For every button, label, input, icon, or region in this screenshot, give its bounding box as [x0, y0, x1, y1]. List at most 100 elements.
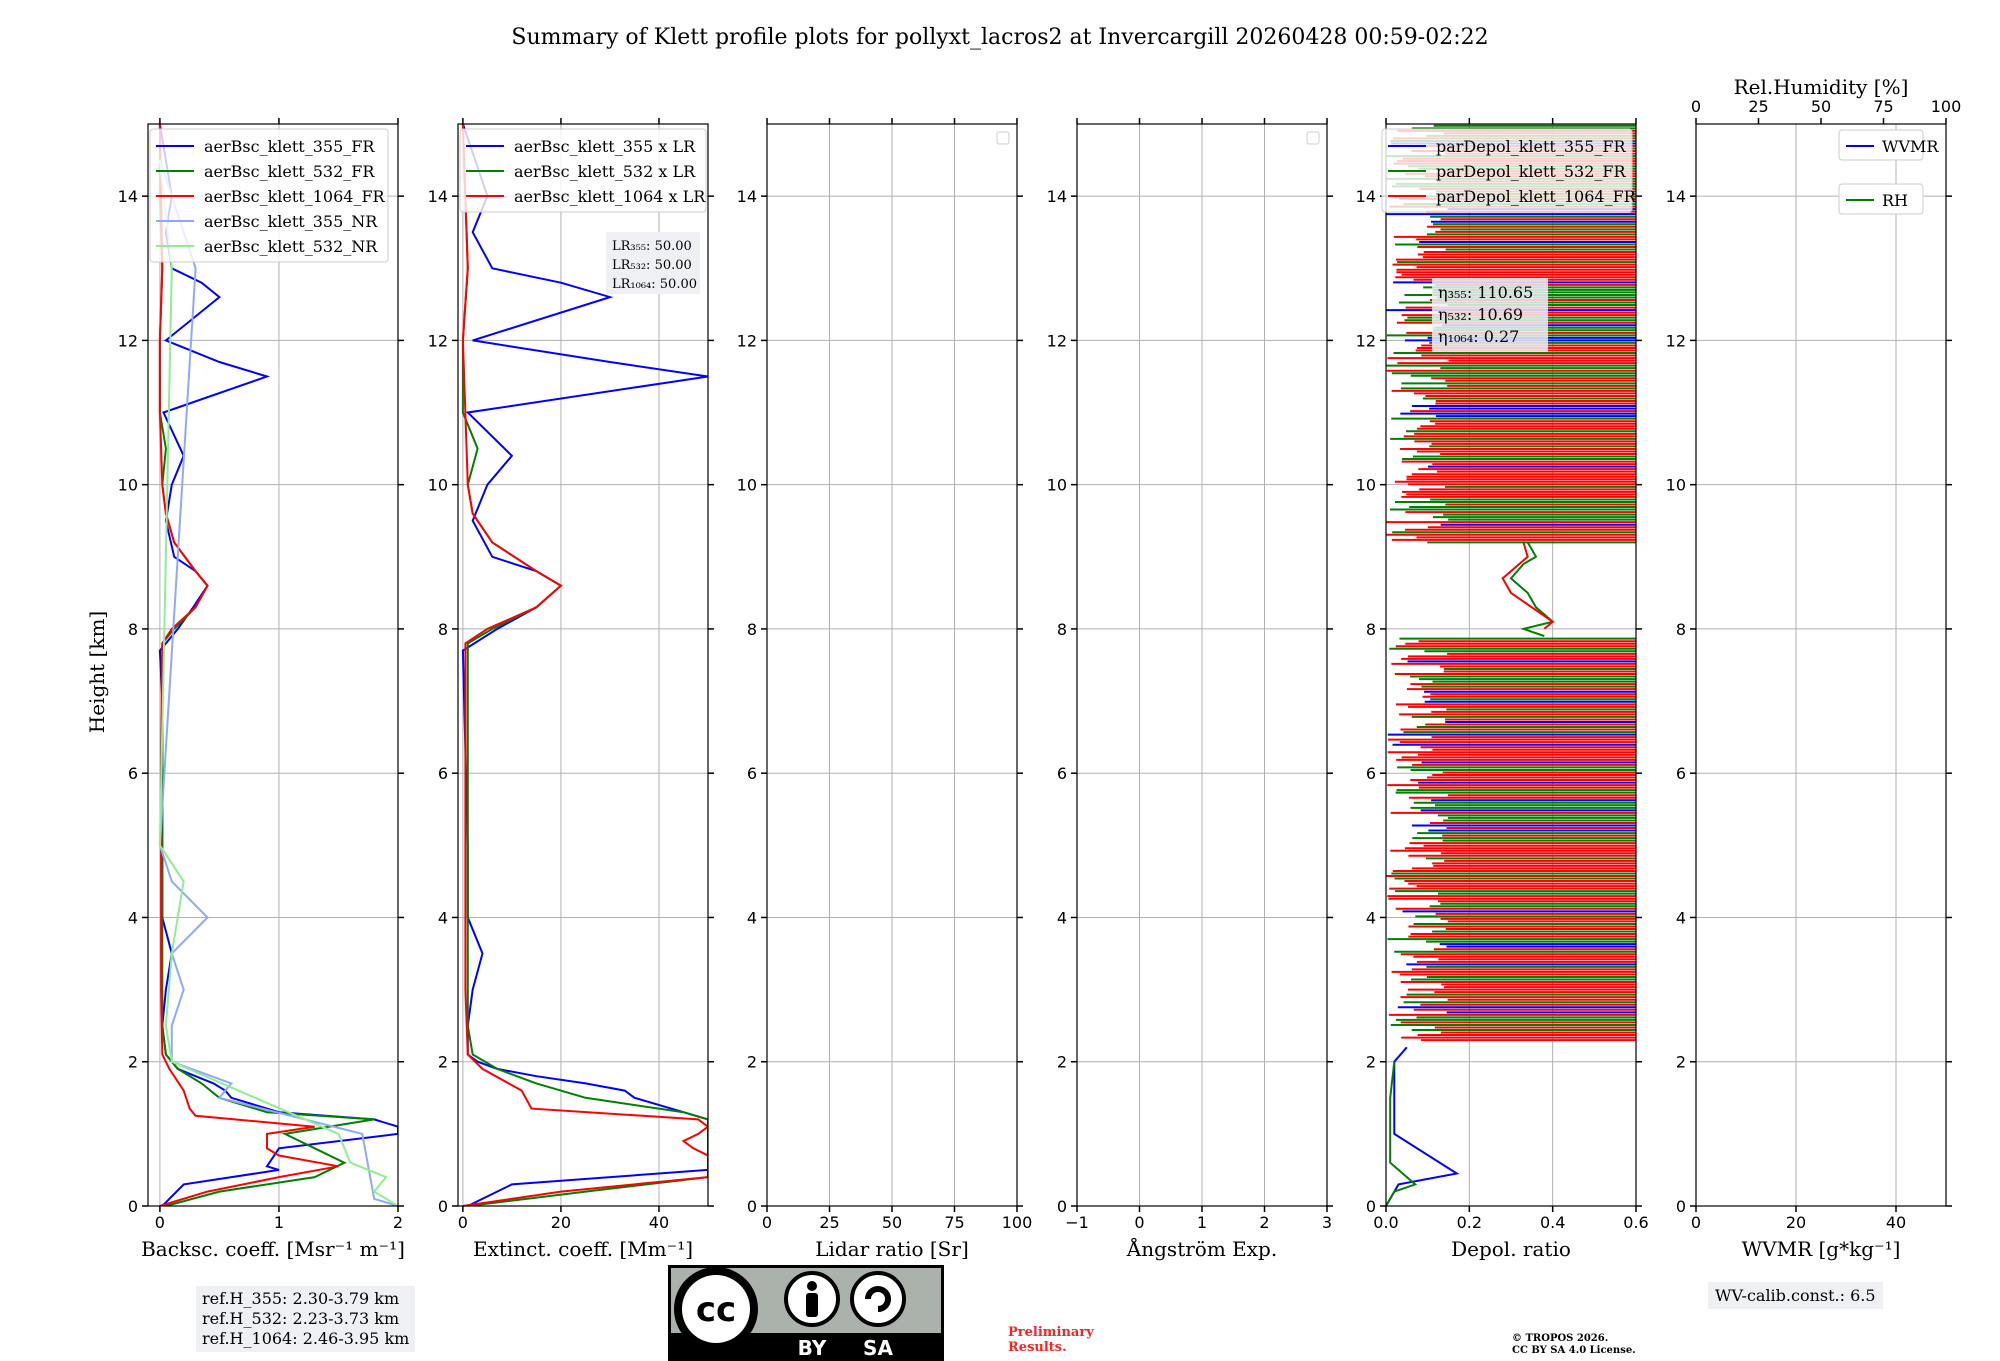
- y-tick-label: 12: [1666, 331, 1686, 350]
- x-tick-label: 1: [1197, 1213, 1207, 1232]
- panel-background: [1696, 124, 1946, 1206]
- y-tick-label: 12: [1047, 331, 1067, 350]
- y-tick-label: 6: [128, 764, 138, 783]
- copyright-line-1: © TROPOS 2026.: [1512, 1333, 1609, 1344]
- y-tick-label: 6: [438, 764, 448, 783]
- cc-text: cc: [696, 1290, 736, 1330]
- y-tick-label: 4: [128, 908, 138, 927]
- x-axis-label-dep: Depol. ratio: [1451, 1237, 1571, 1261]
- legend-label: WVMR: [1882, 137, 1939, 156]
- y-tick-label: 2: [128, 1053, 138, 1072]
- panel-frame: [147, 123, 399, 1207]
- panel-frame: [457, 123, 709, 1207]
- y-tick-label: 4: [438, 908, 448, 927]
- ref-height-1064: ref.H_1064: 2.46-3.95 km: [202, 1329, 410, 1348]
- top-tick-label: 100: [1931, 97, 1962, 116]
- x-tick-label: 40: [649, 1213, 669, 1232]
- x-axis-label-lr: Lidar ratio [Sr]: [815, 1237, 969, 1261]
- figure-title: Summary of Klett profile plots for polly…: [511, 25, 1488, 50]
- top-tick-label: 75: [1873, 97, 1893, 116]
- x-tick-label: 0.2: [1457, 1213, 1482, 1232]
- y-tick-label: 8: [438, 620, 448, 639]
- y-tick-label: 2: [438, 1053, 448, 1072]
- y-tick-label: 10: [1666, 476, 1686, 495]
- y-tick-label: 8: [128, 620, 138, 639]
- x-axis-label-ae: Ångström Exp.: [1126, 1236, 1277, 1261]
- y-tick-label: 8: [747, 620, 757, 639]
- y-tick-label: 0: [1057, 1197, 1067, 1216]
- x-tick-label: 20: [551, 1213, 571, 1232]
- y-tick-label: 10: [1356, 476, 1376, 495]
- y-tick-label: 12: [118, 331, 138, 350]
- x-tick-label: 50: [882, 1213, 902, 1232]
- y-tick-label: 8: [1676, 620, 1686, 639]
- eta-annotation: η₁₀₆₄: 0.27: [1438, 327, 1519, 346]
- y-tick-label: 10: [737, 476, 757, 495]
- x-tick-label: 3: [1322, 1213, 1332, 1232]
- share-alike-icon: [850, 1271, 906, 1327]
- legend-label: aerBsc_klett_355_NR: [204, 212, 378, 231]
- person-body-icon: [806, 1293, 818, 1317]
- y-tick-label: 10: [428, 476, 448, 495]
- x-tick-label: 75: [944, 1213, 964, 1232]
- empty-legend: [1306, 131, 1320, 145]
- legend-label: aerBsc_klett_355_FR: [204, 137, 375, 156]
- series-line-aerBsc_klett_1064 x LR: [461, 124, 708, 1206]
- legend-label: aerBsc_klett_532_FR: [204, 162, 375, 181]
- y-tick-label: 0: [438, 1197, 448, 1216]
- legend-label: aerBsc_klett_1064_FR: [204, 187, 386, 206]
- top-tick-label: 0: [1691, 97, 1701, 116]
- wv-calibration-box: WV-calib.const.: 6.5: [1708, 1282, 1883, 1309]
- y-tick-label: 0: [747, 1197, 757, 1216]
- cc-icon: [682, 1275, 750, 1343]
- x-tick-label: 0: [155, 1213, 165, 1232]
- eta-annotation-box: [1432, 278, 1548, 352]
- copyright-notice: © TROPOS 2026. CC BY SA 4.0 License.: [1512, 1333, 1636, 1357]
- legend-label: parDepol_klett_1064_FR: [1436, 187, 1637, 206]
- y-tick-label: 2: [1366, 1053, 1376, 1072]
- legend-label: aerBsc_klett_1064 x LR: [514, 187, 706, 206]
- person-head-icon: [807, 1281, 817, 1291]
- y-tick-label: 4: [1366, 908, 1376, 927]
- eta-annotation: η₅₃₂: 10.69: [1438, 305, 1523, 324]
- preliminary-line-1: Preliminary: [1008, 1325, 1094, 1340]
- x-tick-label: 0.6: [1623, 1213, 1648, 1232]
- panel-lr: 0 2 4 6 8 10 12 14 0 25 50 75 100 Lidar ratio [Sr]: [737, 118, 1032, 1261]
- legend-label: RH: [1882, 191, 1908, 210]
- x-tick-label: 0: [1134, 1213, 1144, 1232]
- y-tick-label: 10: [118, 476, 138, 495]
- legend-box: [1381, 128, 1633, 213]
- x-tick-label: 0.0: [1373, 1213, 1398, 1232]
- y-tick-label: 14: [1047, 187, 1067, 206]
- reference-height-box: ref.H_355: 2.30-3.79 km ref.H_532: 2.23-…: [196, 1286, 416, 1352]
- x-tick-label: 1: [274, 1213, 284, 1232]
- license-by-text: BY: [798, 1336, 827, 1360]
- y-tick-label: 14: [1356, 187, 1376, 206]
- empty-legend: [996, 131, 1010, 145]
- y-tick-label: 8: [1057, 620, 1067, 639]
- panel-frame: [1385, 123, 1637, 1207]
- y-tick-label: 6: [747, 764, 757, 783]
- panel-ext: 0 2 4 6 8 10 12 14 0 20 40 Extinct. coeff. [Mm⁻¹] ae…: [428, 118, 714, 1261]
- legend-label: aerBsc_klett_355 x LR: [514, 137, 696, 156]
- lr-annotation-box: [606, 232, 700, 294]
- series-line-aerBsc_klett_532 x LR: [461, 124, 708, 1206]
- y-tick-label: 8: [1366, 620, 1376, 639]
- y-tick-label: 0: [1366, 1197, 1376, 1216]
- panel-dep: 0 2 4 6 8 10 12 14 0.0 0.2 0.4 0.6 Depol. ratio parDe…: [1356, 118, 1649, 1261]
- y-tick-label: 6: [1676, 764, 1686, 783]
- lr-annotation: LR₅₃₂: 50.00: [612, 258, 692, 273]
- legend-label: parDepol_klett_532_FR: [1436, 162, 1627, 181]
- ref-height-355: ref.H_355: 2.30-3.79 km: [202, 1289, 400, 1308]
- series-line-aerBsc_klett_532_NR: [158, 159, 398, 1206]
- x-tick-label: 0.4: [1540, 1213, 1565, 1232]
- x-tick-label: 2: [393, 1213, 403, 1232]
- legend-box: [149, 128, 389, 263]
- x-tick-label: 25: [819, 1213, 839, 1232]
- top-tick-label: 25: [1748, 97, 1768, 116]
- y-tick-label: 14: [118, 187, 138, 206]
- panel-wv: 0 2 4 6 8 10 12 14 0 20 40 WVMR [g*kg⁻¹] 0 25 50 75 100 R…: [1666, 75, 1962, 1261]
